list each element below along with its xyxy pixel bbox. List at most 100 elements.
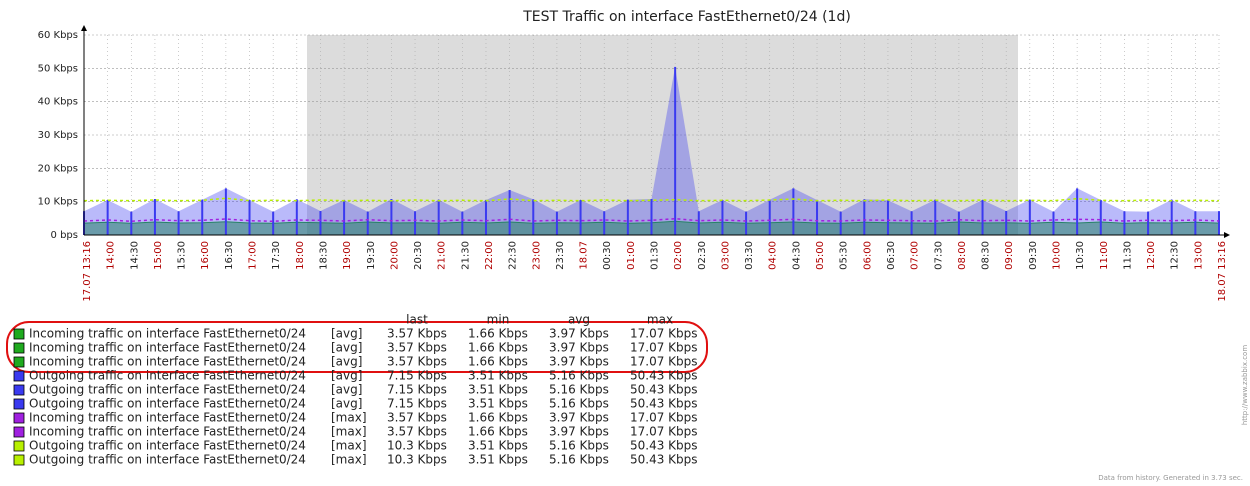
bar [555,211,558,235]
legend-function: [avg] [331,397,362,411]
x-tick-label: 07:00 [910,241,921,270]
legend-last: 7.15 Kbps [387,383,447,397]
bar [603,211,606,235]
bar [201,199,204,235]
legend-last: 7.15 Kbps [387,397,447,411]
highlight-ellipse [6,321,708,373]
x-tick-label: 18.07 13:16 [1217,241,1228,302]
bar [1170,199,1173,235]
legend-swatch [13,342,25,354]
x-tick-label: 10:30 [1075,241,1086,270]
x-tick-label: 14:00 [106,241,117,270]
x-tick-label: 06:30 [886,241,897,270]
legend-max: 17.07 Kbps [630,341,698,355]
legend-min: 3.51 Kbps [468,439,528,453]
x-tick-label: 20:00 [389,241,400,270]
legend-function: [avg] [331,369,362,383]
bar [484,200,487,235]
legend-function: [max] [331,439,367,453]
legend-name: Incoming traffic on interface FastEthern… [29,341,306,355]
bar [508,190,511,235]
legend-name: Incoming traffic on interface FastEthern… [29,411,306,425]
x-tick-label: 15:30 [177,241,188,270]
legend-swatch [13,384,25,396]
legend-swatch [13,370,25,382]
x-tick-label: 20:30 [413,241,424,270]
x-tick-label: 04:30 [791,241,802,270]
bar [1194,211,1197,235]
legend-swatch [13,412,25,424]
legend-min: 1.66 Kbps [468,341,528,355]
x-tick-label: 06:00 [862,241,873,270]
x-tick-label: 01:00 [626,241,637,270]
legend-min: 1.66 Kbps [468,425,528,439]
bar [886,200,889,235]
bar [532,199,535,235]
bar [839,211,842,235]
x-tick-label: 21:30 [460,241,471,270]
x-tick-label: 19:30 [366,241,377,270]
bar [721,200,724,235]
bar [626,199,629,235]
x-tick-label: 18.07 [579,241,590,270]
bar [792,188,795,235]
bar [366,211,369,235]
bar [910,211,913,235]
footer: Data from history. Generated in 3.73 sec… [1098,474,1243,482]
legend-function: [avg] [331,341,362,355]
x-tick-label: 23:00 [531,241,542,270]
bar [697,211,700,235]
legend-max: 50.43 Kbps [630,383,698,397]
x-tick-label: 08:30 [981,241,992,270]
x-tick-label: 17:30 [271,241,282,270]
legend-max: 50.43 Kbps [630,369,698,383]
x-tick-label: 17.07 13:16 [82,241,93,302]
legend-max: 17.07 Kbps [630,327,698,341]
x-tick-label: 04:00 [768,241,779,270]
bar [1052,211,1055,235]
legend-avg: 3.97 Kbps [549,355,609,369]
legend-swatch [13,440,25,452]
bar [390,199,393,235]
bar [177,211,180,235]
bar [1218,211,1220,235]
legend-last: 3.57 Kbps [387,425,447,439]
legend-avg: 5.16 Kbps [549,439,609,453]
x-tick-label: 11:00 [1099,241,1110,270]
y-arrow [81,25,87,31]
legend-avg: 3.97 Kbps [549,327,609,341]
legend-max: 50.43 Kbps [630,453,698,467]
x-tick-label: 03:30 [744,241,755,270]
bar [1099,200,1102,235]
bar [343,200,346,235]
legend-function: [avg] [331,327,362,341]
legend-name: Outgoing traffic on interface FastEthern… [29,383,306,397]
bar [674,66,677,236]
x-tick-label: 21:00 [437,241,448,270]
legend-avg: 3.97 Kbps [549,425,609,439]
x-tick-label: 15:00 [153,241,164,270]
legend-last: 3.57 Kbps [387,327,447,341]
x-tick-label: 22:00 [484,241,495,270]
bar [1028,199,1031,235]
bar [1005,211,1008,235]
x-tick-label: 16:00 [200,241,211,270]
legend-name: Outgoing traffic on interface FastEthern… [29,397,306,411]
legend-avg: 5.16 Kbps [549,383,609,397]
bar [934,199,937,235]
x-tick-label: 16:30 [224,241,235,270]
legend-header: max [647,313,673,327]
x-tick-label: 17:00 [248,241,259,270]
legend-min: 1.66 Kbps [468,327,528,341]
bar [957,211,960,235]
x-tick-label: 02:30 [697,241,708,270]
bar [319,211,322,235]
x-tick-label: 09:30 [1028,241,1039,270]
legend-last: 7.15 Kbps [387,369,447,383]
legend-avg: 3.97 Kbps [549,341,609,355]
x-tick-label: 13:00 [1193,241,1204,270]
x-tick-label: 09:00 [1004,241,1015,270]
legend-max: 17.07 Kbps [630,355,698,369]
legend-name: Incoming traffic on interface FastEthern… [29,425,306,439]
